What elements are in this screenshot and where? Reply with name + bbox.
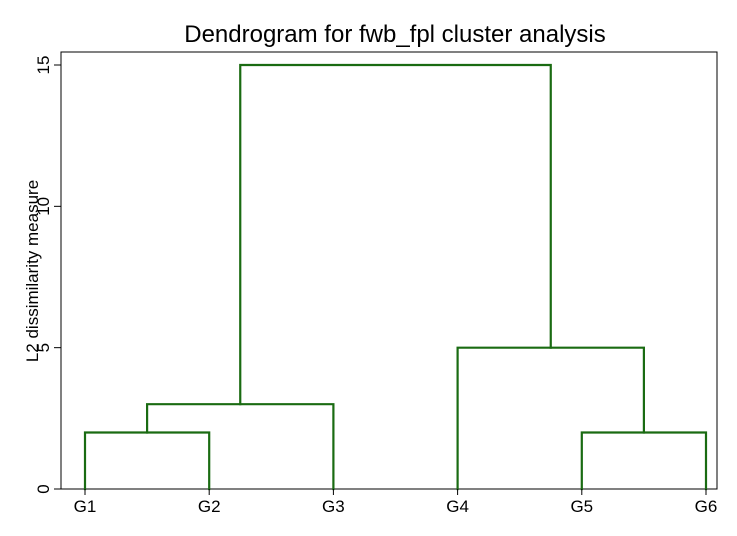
chart-title: Dendrogram for fwb_fpl cluster analysis (184, 21, 606, 48)
dendrogram-link (83, 431, 211, 491)
dendrogram-links (83, 63, 708, 491)
dendrogram-link (456, 346, 645, 491)
dendrogram-link (239, 63, 552, 406)
x-tick-label: G6 (695, 497, 718, 516)
dendrogram-link (146, 403, 335, 491)
y-axis: 0 5 10 15 (34, 56, 61, 494)
x-axis: G1 G2 G3 G4 G5 G6 (74, 489, 718, 516)
plot-frame (60, 51, 718, 490)
y-tick-label: 5 (34, 343, 53, 352)
y-tick-label: 0 (34, 484, 53, 493)
dendrogram-link (580, 431, 708, 491)
x-tick-label: G1 (74, 497, 97, 516)
y-tick-label: 15 (34, 56, 53, 75)
x-tick-label: G4 (446, 497, 469, 516)
x-tick-label: G2 (198, 497, 221, 516)
x-tick-label: G5 (570, 497, 593, 516)
x-tick-label: G3 (322, 497, 345, 516)
y-axis-label: L2 dissimilarity measure (23, 180, 42, 362)
y-tick-label: 10 (34, 197, 53, 216)
